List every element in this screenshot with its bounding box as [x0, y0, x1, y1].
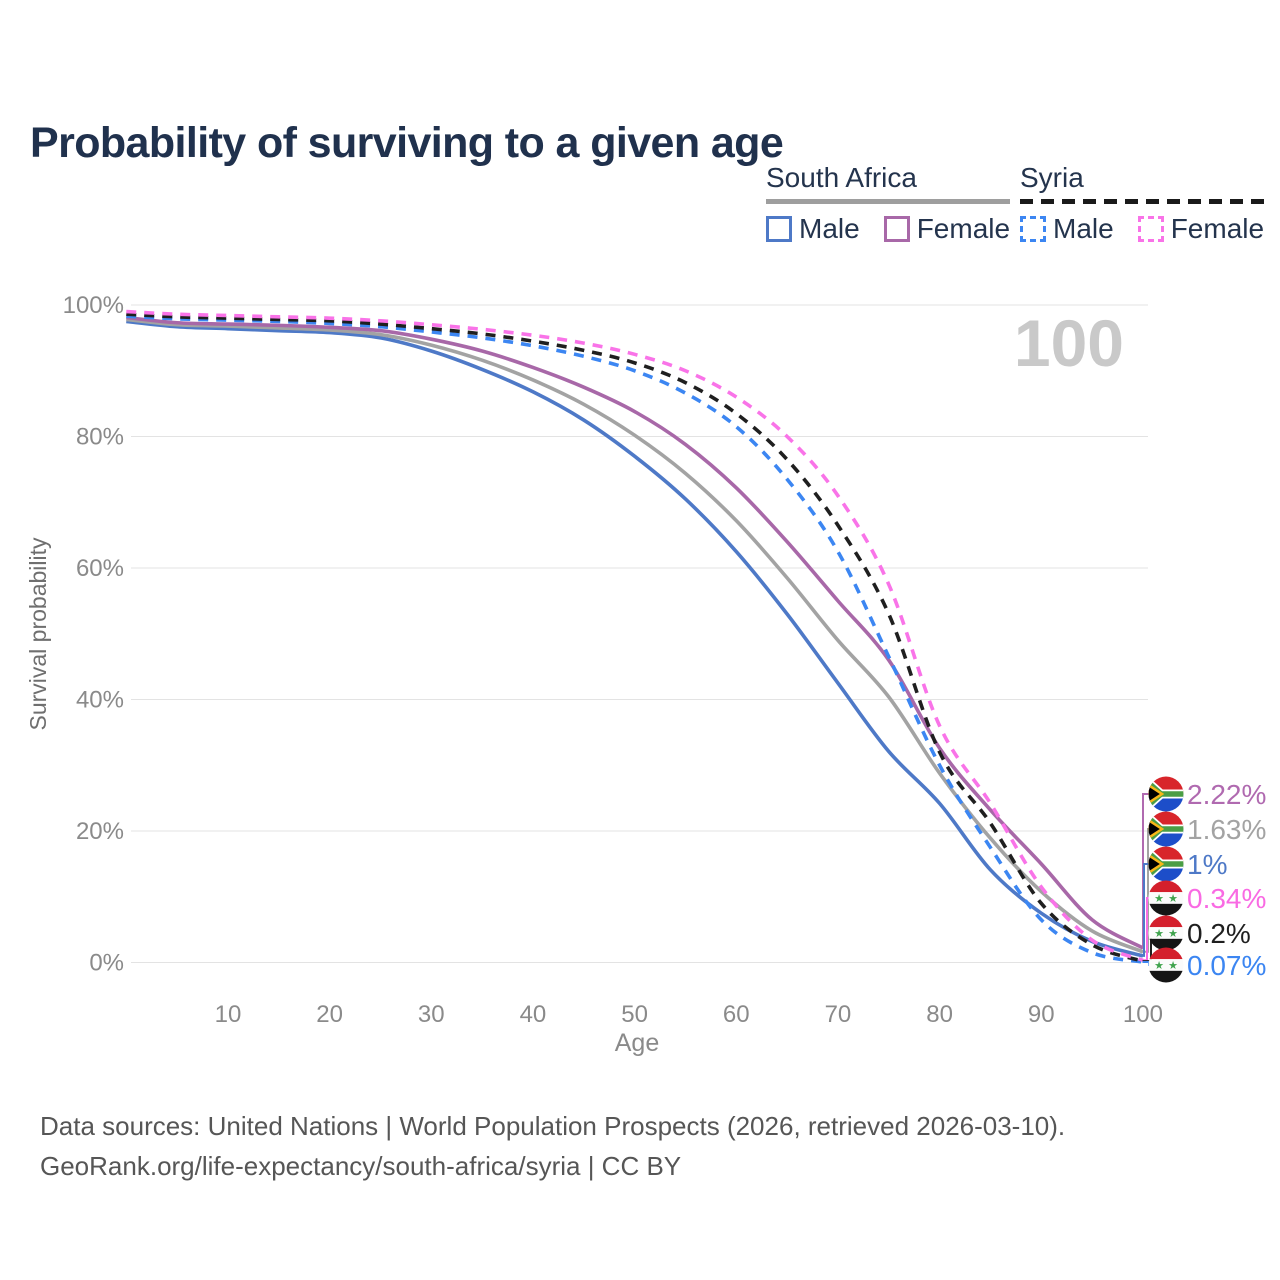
syria-female-swatch-icon — [1137, 216, 1164, 242]
flag-star: ★ — [1154, 959, 1164, 972]
flag-band-black — [1148, 970, 1184, 983]
x-tick-label: 50 — [621, 1001, 648, 1028]
legend-underline-syria — [1020, 199, 1265, 204]
south-africa-female-swatch-icon — [883, 216, 910, 242]
age-cursor-watermark: 100 — [1014, 306, 1124, 380]
x-tick-label: 100 — [1123, 1001, 1163, 1028]
source-url-note: GeoRank.org/life-expectancy/south-africa… — [40, 1151, 682, 1181]
end-label-south-africa-both: 1.63% — [1142, 811, 1266, 953]
legend-group-south-africa: South Africa Male Female — [766, 162, 1011, 245]
legend-item-label: Female — [916, 213, 1011, 244]
legend-item-label: Female — [1170, 213, 1265, 244]
flag-band-white — [1148, 927, 1184, 939]
y-axis-title: Survival probability — [25, 537, 51, 731]
end-label-syria-female: ★ ★ 0.34% — [1142, 880, 1266, 962]
end-label-south-africa-female: 2.22% — [1142, 776, 1266, 949]
legend-group-syria: Syria Male Female — [1020, 162, 1265, 245]
syria-flag-icon: ★ ★ — [1148, 915, 1184, 951]
flag-star: ★ — [1168, 892, 1178, 905]
legend-item-syria-male[interactable]: Male — [1020, 213, 1114, 245]
legend-item-south-africa-female[interactable]: Female — [883, 213, 1011, 245]
page-title: Probability of surviving to a given age — [30, 118, 784, 167]
y-tick-label: 20% — [76, 818, 124, 845]
x-tick-label: 20 — [316, 1001, 343, 1028]
x-tick-label: 90 — [1028, 1001, 1055, 1028]
legend-country-label-south-africa: South Africa — [766, 162, 917, 193]
south-africa-male-swatch-icon — [766, 216, 792, 242]
series-line-south-africa-both[interactable] — [126, 317, 1144, 954]
south-africa-flag-icon — [1148, 811, 1184, 847]
end-label-value: 1.63% — [1187, 814, 1266, 845]
flag-band-red — [1148, 915, 1184, 928]
end-label-south-africa-male: 1% — [1142, 846, 1227, 957]
x-tick-label: 10 — [215, 1001, 242, 1028]
flag-hoist-triangle — [1148, 782, 1165, 806]
flag-band-red — [1148, 880, 1184, 893]
flag-band-red — [1148, 947, 1184, 960]
series-line-south-africa-female[interactable] — [126, 315, 1144, 950]
y-tick-label: 80% — [76, 424, 124, 451]
data-sources-note: Data sources: United Nations | World Pop… — [40, 1111, 1066, 1141]
end-label-value: 2.22% — [1187, 779, 1266, 810]
south-africa-flag-icon — [1148, 846, 1184, 882]
end-label-syria-male: ★ ★ 0.07% — [1142, 947, 1266, 983]
legend-country-label-syria: Syria — [1020, 162, 1084, 193]
flag-star: ★ — [1168, 927, 1178, 940]
flag-star: ★ — [1154, 892, 1164, 905]
x-tick-label: 80 — [926, 1001, 953, 1028]
legend-item-label: Male — [1053, 213, 1114, 244]
flag-hoist-triangle — [1148, 817, 1165, 841]
y-tick-label: 60% — [76, 555, 124, 582]
series-line-syria-male[interactable] — [126, 314, 1144, 964]
legend-item-south-africa-male[interactable]: Male — [766, 213, 860, 245]
legend-item-syria-female[interactable]: Female — [1137, 213, 1265, 245]
y-tick-label: 40% — [76, 687, 124, 714]
flag-star: ★ — [1168, 959, 1178, 972]
x-tick-label: 60 — [723, 1001, 750, 1028]
flag-band-black — [1148, 938, 1184, 951]
flag-band-black — [1148, 903, 1184, 916]
flag-hoist-triangle — [1148, 852, 1165, 876]
syria-male-swatch-icon — [1020, 216, 1046, 242]
end-label-leader-line — [1142, 863, 1152, 957]
flag-band-white — [1148, 959, 1184, 971]
series-line-syria-female[interactable] — [126, 309, 1144, 962]
y-tick-label: 100% — [63, 292, 124, 319]
south-africa-flag-icon — [1148, 776, 1184, 812]
flag-band-white — [1148, 892, 1184, 904]
x-tick-label: 70 — [825, 1001, 852, 1028]
chart-footer: Data sources: United Nations | World Pop… — [40, 1106, 1065, 1186]
series-line-south-africa-male[interactable] — [126, 319, 1144, 958]
legend-item-label: Male — [799, 213, 860, 244]
x-axis-title: Age — [615, 1029, 659, 1057]
x-tick-label: 30 — [418, 1001, 445, 1028]
flag-star: ★ — [1154, 927, 1164, 940]
end-label-value: 1% — [1187, 849, 1227, 880]
y-tick-label: 0% — [89, 950, 124, 977]
end-label-value: 0.34% — [1187, 883, 1266, 914]
x-tick-label: 40 — [520, 1001, 547, 1028]
end-label-value: 0.2% — [1187, 918, 1251, 949]
legend-underline-south-africa — [766, 199, 1011, 204]
syria-flag-icon: ★ ★ — [1148, 880, 1184, 916]
end-label-value: 0.07% — [1187, 950, 1266, 981]
syria-flag-icon: ★ ★ — [1148, 947, 1184, 983]
series-line-syria-both[interactable] — [126, 312, 1144, 963]
end-label-syria-both: ★ ★ 0.2% — [1142, 915, 1251, 963]
